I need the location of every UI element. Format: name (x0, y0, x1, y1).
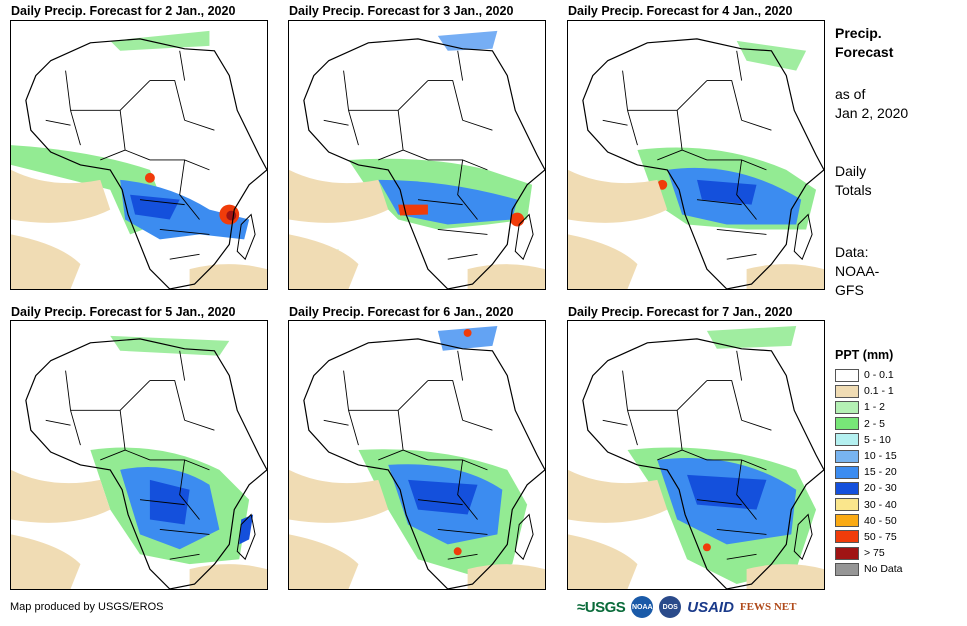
state-dept-logo: DOS (659, 596, 682, 618)
noaa-logo: NOAA (631, 596, 654, 618)
legend: PPT (mm) 0 - 0.1 0.1 - 1 1 - 2 2 - 5 5 - 10 1… (835, 348, 903, 577)
fews-net-logo: FEWS NET (739, 601, 797, 613)
panel-title-6: Daily Precip. Forecast for 7 Jan., 2020 (568, 305, 793, 319)
legend-swatch (835, 417, 859, 431)
legend-label: 0 - 0.1 (864, 369, 894, 382)
sidebar-data-line1: Data: (835, 244, 869, 260)
legend-label: 5 - 10 (864, 433, 891, 446)
usaid-logo: USAID (687, 598, 734, 616)
legend-title: PPT (mm) (835, 348, 894, 362)
legend-swatch (835, 481, 859, 495)
usgs-logo: ≈USGS (577, 598, 626, 616)
legend-swatch (835, 368, 859, 382)
legend-row: 5 - 10 (835, 432, 903, 448)
legend-swatch (835, 498, 859, 512)
legend-swatch (835, 562, 859, 576)
panel-title-3: Daily Precip. Forecast for 4 Jan., 2020 (568, 4, 793, 18)
legend-row: No Data (835, 561, 903, 577)
sidebar-asof-line2: Jan 2, 2020 (835, 105, 909, 121)
legend-swatch (835, 530, 859, 544)
logo-strip: ≈USGS NOAA DOS USAID FEWS NET (577, 594, 796, 620)
precip-map-2 (288, 20, 546, 290)
precip-map-1 (10, 20, 268, 290)
sidebar-title-line1: Precip. (835, 25, 882, 41)
legend-label: 20 - 30 (864, 482, 897, 495)
legend-row: 1 - 2 (835, 399, 903, 415)
legend-swatch (835, 546, 859, 560)
legend-swatch (835, 465, 859, 479)
sidebar-data-line2: NOAA- (835, 263, 880, 279)
legend-swatch (835, 433, 859, 447)
legend-label: 10 - 15 (864, 450, 897, 463)
legend-label: 1 - 2 (864, 401, 886, 414)
sidebar-data-line3: GFS (835, 282, 864, 298)
legend-swatch (835, 384, 859, 398)
precip-map-3 (567, 20, 825, 290)
precip-map-5 (288, 320, 546, 590)
panel-title-5: Daily Precip. Forecast for 6 Jan., 2020 (289, 305, 514, 319)
legend-swatch (835, 449, 859, 463)
legend-label: 30 - 40 (864, 498, 897, 511)
map-credit: Map produced by USGS/EROS (10, 601, 164, 613)
legend-swatch (835, 514, 859, 528)
legend-row: > 75 (835, 545, 903, 561)
legend-label: 15 - 20 (864, 466, 897, 479)
legend-label: 50 - 75 (864, 530, 897, 543)
sidebar-daily-line1: Daily (835, 163, 867, 179)
sidebar-daily-line2: Totals (835, 182, 872, 198)
legend-row: 15 - 20 (835, 464, 903, 480)
legend-row: 0.1 - 1 (835, 383, 903, 399)
legend-label: 40 - 50 (864, 514, 897, 527)
legend-row: 20 - 30 (835, 480, 903, 496)
legend-label: 2 - 5 (864, 417, 886, 430)
precip-map-4 (10, 320, 268, 590)
legend-row: 50 - 75 (835, 529, 903, 545)
legend-row: 10 - 15 (835, 448, 903, 464)
panel-title-1: Daily Precip. Forecast for 2 Jan., 2020 (11, 4, 236, 18)
legend-label: > 75 (864, 547, 885, 560)
legend-row: 30 - 40 (835, 497, 903, 513)
panel-title-4: Daily Precip. Forecast for 5 Jan., 2020 (11, 305, 236, 319)
legend-label: 0.1 - 1 (864, 385, 894, 398)
legend-label: No Data (864, 563, 903, 576)
sidebar-title-line2: Forecast (835, 44, 894, 60)
precip-map-6 (567, 320, 825, 590)
legend-row: 0 - 0.1 (835, 367, 903, 383)
panel-title-2: Daily Precip. Forecast for 3 Jan., 2020 (289, 4, 514, 18)
legend-row: 2 - 5 (835, 416, 903, 432)
legend-swatch (835, 400, 859, 414)
sidebar-asof-line1: as of (835, 86, 866, 102)
legend-row: 40 - 50 (835, 513, 903, 529)
